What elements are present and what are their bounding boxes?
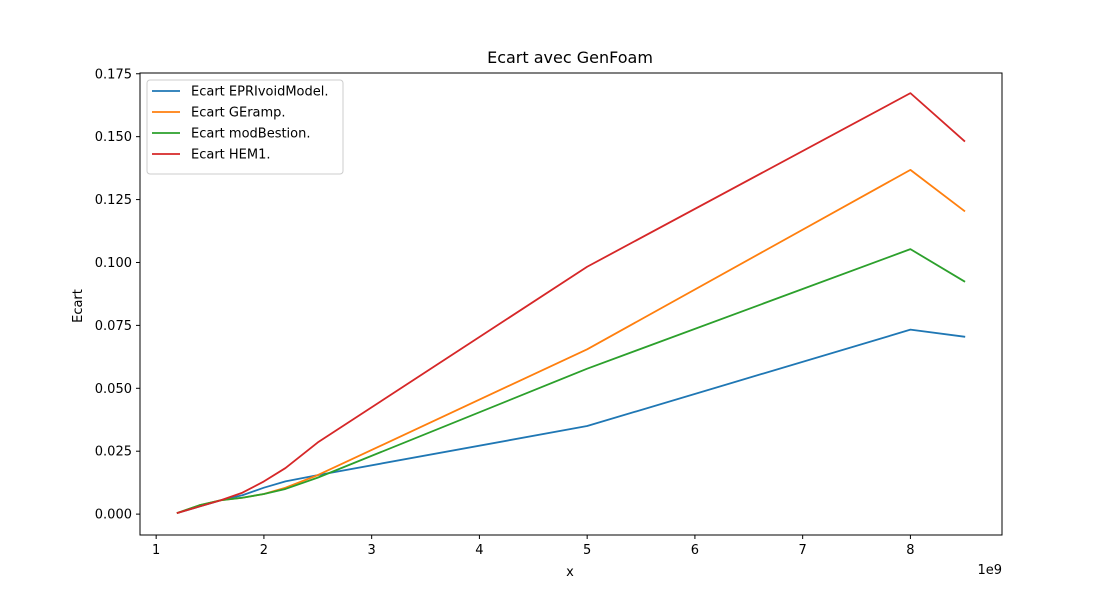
x-tick-label: 8 bbox=[906, 543, 914, 558]
x-tick-label: 4 bbox=[475, 543, 483, 558]
legend-entry-1: Ecart EPRIvoidModel. bbox=[191, 85, 329, 100]
x-tick-label: 1 bbox=[152, 543, 160, 558]
y-axis-label: Ecart bbox=[71, 289, 86, 323]
legend-entry-3: Ecart modBestion. bbox=[191, 127, 311, 142]
x-tick-label: 5 bbox=[583, 543, 591, 558]
chart-title: Ecart avec GenFoam bbox=[487, 48, 653, 67]
y-tick-label: 0.100 bbox=[95, 256, 132, 271]
x-axis-label: x bbox=[566, 565, 574, 580]
x-tick-label: 7 bbox=[799, 543, 807, 558]
y-tick-label: 0.150 bbox=[95, 130, 132, 145]
x-axis-offset-label: 1e9 bbox=[977, 563, 1002, 578]
y-tick-label: 0.000 bbox=[95, 508, 132, 523]
series-layer bbox=[176, 92, 966, 515]
plot-frame bbox=[139, 72, 1003, 536]
legend-entry-2: Ecart GEramp. bbox=[191, 106, 286, 121]
x-tick-label: 3 bbox=[368, 543, 376, 558]
legend-box bbox=[146, 79, 344, 175]
y-tick-label: 0.125 bbox=[95, 193, 132, 208]
legend: Ecart EPRIvoidModel. Ecart GEramp. Ecart m… bbox=[146, 79, 344, 175]
y-tick-label: 0.050 bbox=[95, 382, 132, 397]
y-tick-label: 0.075 bbox=[95, 319, 132, 334]
series-line-4 bbox=[176, 92, 966, 514]
x-tick-label: 2 bbox=[260, 543, 268, 558]
legend-entry-4: Ecart HEM1. bbox=[191, 148, 271, 163]
axes-layer: 1 2 3 4 5 6 7 8 0.000 0.025 0.050 0.075 0.100 0.125 0.… bbox=[95, 67, 1003, 558]
x-tick-label: 6 bbox=[691, 543, 699, 558]
y-tick-label: 0.175 bbox=[95, 67, 132, 82]
y-tick-label: 0.025 bbox=[95, 445, 132, 460]
